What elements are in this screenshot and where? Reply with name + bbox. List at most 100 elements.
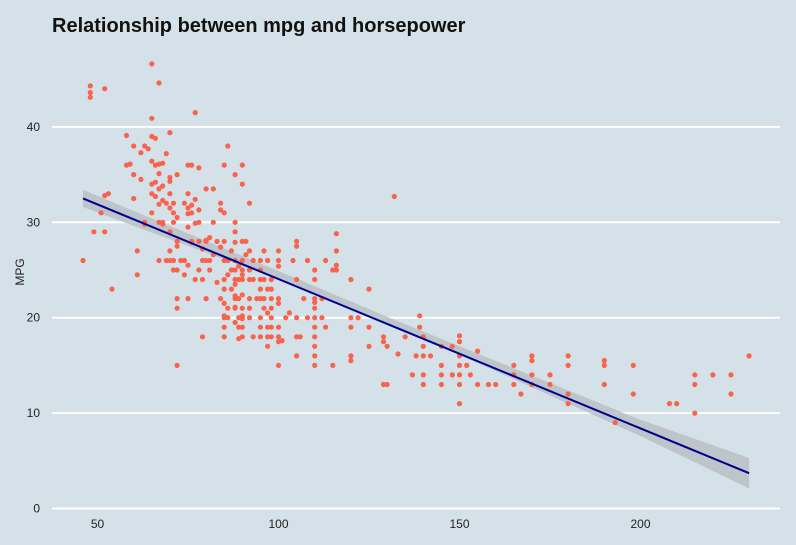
y-tick-label: 30	[27, 215, 41, 229]
data-point	[174, 243, 180, 249]
data-point	[232, 239, 238, 245]
data-point	[243, 252, 249, 258]
data-point	[485, 381, 492, 388]
data-point	[178, 257, 184, 264]
data-point	[123, 132, 130, 139]
data-point	[203, 186, 209, 192]
data-point	[710, 372, 716, 378]
data-point	[156, 201, 162, 207]
data-point	[384, 381, 390, 388]
data-point	[312, 276, 318, 283]
data-point	[246, 305, 253, 311]
data-point	[294, 315, 300, 321]
data-point	[323, 257, 329, 264]
data-point	[257, 257, 263, 264]
data-point	[167, 130, 173, 136]
data-point	[149, 61, 155, 67]
data-point	[612, 420, 618, 426]
data-point	[728, 372, 734, 378]
data-point	[156, 171, 162, 177]
data-point	[265, 324, 271, 330]
data-point	[196, 267, 202, 273]
data-point	[210, 186, 216, 192]
data-point	[174, 305, 180, 311]
data-point	[297, 334, 303, 340]
data-point	[250, 276, 256, 283]
data-point	[290, 257, 296, 264]
data-point	[467, 372, 473, 378]
y-tick-label: 40	[27, 120, 41, 134]
data-point	[228, 267, 234, 273]
data-point	[170, 257, 177, 264]
x-tick-label: 50	[91, 517, 105, 531]
x-tick-label: 100	[268, 517, 288, 531]
data-point	[102, 86, 108, 92]
data-point	[145, 146, 151, 152]
data-point	[301, 296, 307, 302]
data-point	[380, 339, 387, 345]
data-point	[149, 115, 155, 121]
data-point	[692, 410, 698, 416]
data-point	[232, 293, 238, 299]
data-point	[174, 214, 180, 221]
data-point	[330, 362, 336, 368]
data-point	[294, 334, 300, 340]
data-point	[160, 160, 166, 166]
data-point	[565, 362, 571, 368]
data-point	[232, 304, 238, 310]
data-point	[456, 339, 463, 345]
data-point	[294, 276, 300, 283]
data-point	[692, 381, 698, 388]
data-point	[355, 315, 361, 321]
data-point	[189, 210, 195, 216]
data-point	[174, 238, 180, 244]
data-point	[246, 248, 253, 254]
data-point	[279, 338, 285, 344]
data-point	[438, 381, 444, 388]
data-point	[565, 353, 571, 359]
data-point	[138, 150, 144, 156]
data-point	[261, 296, 267, 302]
data-point	[149, 191, 155, 197]
data-point	[239, 305, 245, 311]
data-point	[746, 353, 752, 359]
data-point	[174, 172, 180, 178]
data-point	[312, 324, 318, 330]
data-point	[196, 219, 202, 225]
data-point	[265, 257, 271, 264]
data-point	[105, 191, 111, 197]
data-point	[196, 238, 202, 244]
data-point	[236, 263, 242, 269]
data-point	[630, 362, 636, 368]
data-point	[294, 243, 300, 249]
data-point	[417, 324, 423, 330]
data-point	[312, 305, 318, 311]
data-point	[239, 238, 245, 244]
data-point	[225, 305, 231, 311]
data-point	[134, 272, 140, 278]
data-point	[529, 353, 535, 359]
data-point	[261, 305, 267, 311]
data-point	[456, 401, 463, 407]
data-point	[268, 276, 274, 283]
confidence-band-layer	[83, 189, 750, 489]
data-point	[192, 276, 198, 283]
data-point	[214, 279, 220, 285]
data-point	[160, 197, 166, 203]
data-point	[156, 257, 162, 264]
data-point	[203, 296, 209, 302]
data-point	[366, 324, 372, 330]
data-point	[674, 401, 680, 407]
data-point	[265, 286, 271, 292]
data-point	[170, 200, 177, 206]
data-point	[257, 286, 263, 292]
data-point	[286, 310, 292, 316]
data-point	[246, 296, 253, 302]
data-point	[185, 224, 191, 230]
data-point	[246, 315, 253, 321]
data-point	[268, 296, 274, 302]
data-point	[348, 353, 354, 359]
data-point	[246, 200, 253, 206]
data-point	[131, 172, 137, 178]
data-point	[420, 372, 426, 378]
